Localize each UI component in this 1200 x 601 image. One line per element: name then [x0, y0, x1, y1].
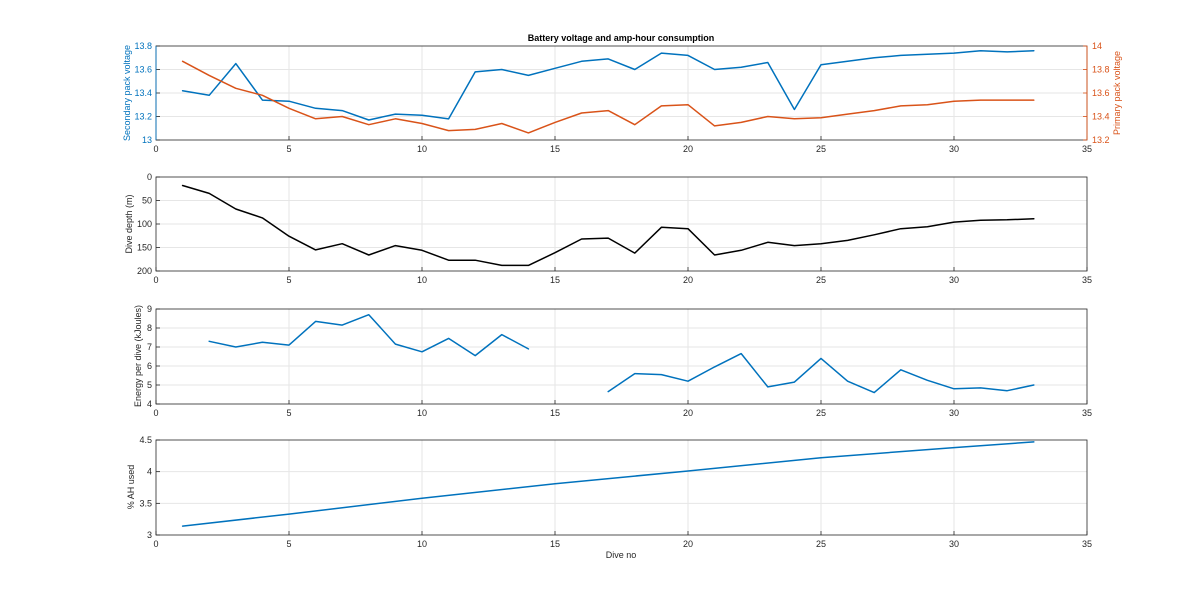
x-tick-label: 35 — [1082, 275, 1092, 285]
x-tick-label: 20 — [683, 539, 693, 549]
x-tick-label: 25 — [816, 275, 826, 285]
y-axis-label-secondary-voltage: Secondary pack voltage — [122, 45, 132, 141]
x-tick-label: 20 — [683, 144, 693, 154]
y-tick-label: 4 — [147, 399, 152, 409]
x-tick-label: 0 — [153, 144, 158, 154]
x-tick-label: 35 — [1082, 539, 1092, 549]
y-tick-label: 13 — [142, 135, 152, 145]
y-tick-label: 0 — [147, 172, 152, 182]
x-tick-label: 5 — [286, 539, 291, 549]
y2-tick-label: 13.2 — [1092, 135, 1110, 145]
x-tick-label: 10 — [417, 275, 427, 285]
series-line-2 — [181, 60, 1035, 134]
x-tick-label: 10 — [417, 408, 427, 418]
y-tick-label: 9 — [147, 304, 152, 314]
x-tick-label: 15 — [550, 275, 560, 285]
x-tick-label: 15 — [550, 539, 560, 549]
y2-tick-label: 13.8 — [1092, 65, 1110, 75]
y2-axis-label-primary-voltage: Primary pack voltage — [1112, 51, 1122, 135]
panel-4: 0 5 10 15 20 25 30 35 3 3.5 4 4.5 — [139, 435, 1092, 549]
y2-tick-label: 14 — [1092, 41, 1102, 51]
x-axis-label-dive-no: Dive no — [606, 550, 637, 560]
panel-1: 0 5 10 15 20 25 30 35 13 13.2 13.4 13.6 13.8 13.2 13.4… — [134, 41, 1109, 154]
y-tick-label: 150 — [137, 243, 152, 253]
x-tick-label: 5 — [286, 275, 291, 285]
x-tick-label: 20 — [683, 408, 693, 418]
y-tick-label: 6 — [147, 361, 152, 371]
series-line-2 — [607, 352, 1035, 394]
x-tick-label: 25 — [816, 144, 826, 154]
y-tick-label: 100 — [137, 219, 152, 229]
y-tick-label: 5 — [147, 380, 152, 390]
y-tick-label: 13.2 — [134, 112, 152, 122]
x-tick-label: 25 — [816, 408, 826, 418]
x-tick-label: 5 — [286, 408, 291, 418]
y-axis-label-ah-used: % AH used — [126, 465, 136, 510]
series-line-1 — [181, 49, 1035, 121]
x-tick-label: 30 — [949, 408, 959, 418]
y-tick-label: 3 — [147, 530, 152, 540]
panel-3: 0 5 10 15 20 25 30 35 4 5 6 7 8 9 — [147, 304, 1092, 418]
plot-frame — [155, 439, 1088, 536]
y-tick-label: 13.4 — [134, 88, 152, 98]
x-tick-label: 30 — [949, 539, 959, 549]
y-tick-label: 50 — [142, 196, 152, 206]
panel-2: 0 5 10 15 20 25 30 35 0 50 100 150 200 — [137, 172, 1092, 285]
x-tick-label: 0 — [153, 275, 158, 285]
chart-panels: 0 5 10 15 20 25 30 351313.213.413.613.813.213.4… — [134, 41, 1109, 549]
series-line-1 — [181, 441, 1035, 527]
series-line-1 — [208, 313, 530, 357]
y-tick-label: 4.5 — [139, 435, 152, 445]
x-tick-label: 0 — [153, 539, 158, 549]
x-tick-label: 25 — [816, 539, 826, 549]
x-tick-label: 35 — [1082, 408, 1092, 418]
x-tick-label: 10 — [417, 539, 427, 549]
x-tick-label: 5 — [286, 144, 291, 154]
y2-tick-label: 13.4 — [1092, 112, 1110, 122]
x-tick-label: 10 — [417, 144, 427, 154]
y-tick-label: 8 — [147, 323, 152, 333]
y-tick-label: 7 — [147, 342, 152, 352]
x-tick-label: 15 — [550, 144, 560, 154]
plot-frame — [155, 308, 1088, 405]
x-tick-label: 35 — [1082, 144, 1092, 154]
y-tick-label: 3.5 — [139, 498, 152, 508]
x-tick-label: 30 — [949, 144, 959, 154]
y-axis-label-energy-per-dive: Energy per dive (kJoules) — [133, 305, 143, 407]
y-tick-label: 13.6 — [134, 65, 152, 75]
y-tick-label: 200 — [137, 266, 152, 276]
y-tick-label: 4 — [147, 467, 152, 477]
x-tick-label: 20 — [683, 275, 693, 285]
chart-title: Battery voltage and amp-hour consumption — [528, 33, 715, 43]
x-tick-label: 15 — [550, 408, 560, 418]
x-tick-label: 0 — [153, 408, 158, 418]
y2-tick-label: 13.6 — [1092, 88, 1110, 98]
y-axis-label-dive-depth: Dive depth (m) — [124, 194, 134, 253]
x-tick-label: 30 — [949, 275, 959, 285]
y-tick-label: 13.8 — [134, 41, 152, 51]
series-line-1 — [181, 184, 1035, 267]
